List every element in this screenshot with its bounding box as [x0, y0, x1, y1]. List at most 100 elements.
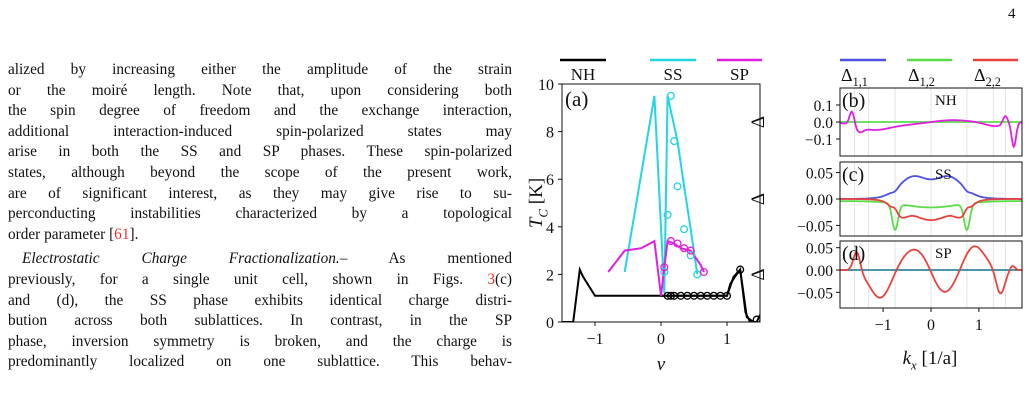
x-tick-label: −1: [875, 317, 892, 334]
legend-label-d12-sub: 1,2: [920, 75, 935, 89]
y-tick-label: 4: [546, 220, 554, 237]
y-tick-label: 0: [546, 315, 554, 332]
paragraph-2: Electrostatic Charge Fractionalization.–…: [8, 249, 512, 373]
x-tick-label: −1: [586, 331, 603, 348]
curve-d22: [840, 198, 1022, 222]
x-axis-label: ν: [657, 354, 666, 375]
curve-d22: [840, 245, 1022, 299]
text-line: phase, inversion symmetry is broken, and…: [8, 332, 512, 350]
data-point-SS: [686, 251, 695, 260]
x-tick-label: 0: [927, 317, 935, 334]
panel-y-label: Δ: [748, 116, 769, 128]
y-tick-label: 6: [546, 172, 554, 189]
x-tick-label: 1: [723, 331, 731, 348]
data-point-NH: [722, 291, 732, 300]
figure-ref-link[interactable]: 3: [487, 270, 496, 288]
text-line: perconducting instabilities characterize…: [8, 205, 512, 223]
data-point-SP: [660, 263, 669, 272]
text-line: are of significant interest, as they may…: [8, 184, 512, 202]
text-fragment: – As mentioned: [339, 250, 512, 268]
legend-label-d11-base: Δ: [841, 65, 853, 85]
legend-label-d22: Δ2,2: [974, 65, 1001, 89]
legend-label-d12-base: Δ: [908, 65, 920, 85]
series-line-SS: [623, 95, 699, 294]
text-line: or the moiré length. Note that, upon con…: [8, 81, 512, 99]
panel-tag: SP: [935, 246, 952, 262]
data-point-NH: [736, 265, 745, 274]
data-point-SS: [680, 225, 689, 234]
y-tick-label: 10: [538, 77, 554, 94]
legend-label-d22-sub: 2,2: [986, 75, 1001, 89]
text-column: alized by increasing either the amplitud…: [8, 60, 512, 373]
data-point-SS: [666, 91, 675, 100]
curve-SP: [840, 110, 1022, 149]
text-fragment: previously, for a single unit cell, show…: [8, 270, 488, 288]
data-point-SS: [663, 210, 672, 219]
x-tick-label: 1: [975, 317, 983, 334]
data-point-NH: [666, 291, 675, 300]
x-tick-label: 0: [657, 331, 665, 348]
text-line: and (d), the SS phase exhibits identical…: [8, 291, 512, 309]
y-tick-label: −0.05: [797, 285, 833, 302]
series-line-SP: [607, 239, 705, 296]
data-point-SP: [686, 246, 695, 255]
y-tick-label: 0.00: [806, 263, 833, 280]
text-line: Electrostatic Charge Fractionalization.–…: [8, 249, 512, 270]
y-tick-label: −0.05: [797, 218, 833, 235]
kx-axis-label-base: k: [903, 348, 912, 369]
section-heading: Electrostatic Charge Fractionalization.: [22, 250, 340, 268]
y-axis-label-sub: C: [535, 209, 550, 218]
text-fragment: (c): [495, 270, 512, 288]
citation-link[interactable]: 61: [114, 225, 130, 243]
paragraph-1: alized by increasing either the amplitud…: [8, 60, 512, 245]
text-line: arise in both the SS and SP phases. Thes…: [8, 143, 512, 161]
kx-axis-label-sub: x: [910, 357, 917, 372]
legend-label-SP: SP: [730, 65, 749, 84]
text-line: bution across both sublattices. In contr…: [8, 312, 512, 330]
y-tick-label: 8: [546, 125, 554, 142]
legend-label-d11-sub: 1,1: [853, 75, 868, 89]
y-tick-label: 0.05: [806, 166, 833, 183]
curve-d11: [840, 175, 1022, 200]
y-axis-label: TC [K]: [526, 178, 550, 228]
data-point-SS: [673, 182, 682, 191]
legend-label-d11: Δ1,1: [841, 65, 868, 89]
text-line: previously, for a single unit cell, show…: [8, 270, 512, 291]
text-line: states, although beyond the scope of the…: [8, 163, 512, 181]
data-point-SS: [660, 267, 669, 277]
text-line: additional interaction-induced spin-pola…: [8, 122, 512, 140]
panel-tag: SS: [935, 167, 952, 183]
kx-axis-label: kx [1/a]: [903, 348, 958, 372]
panel-y-label: Δ: [748, 268, 769, 280]
text-fragment: ].: [129, 225, 139, 243]
panel-label-a: (a): [565, 87, 588, 111]
y-tick-label: 0.1: [814, 98, 833, 115]
data-point-SP: [673, 239, 682, 248]
kx-axis-label-unit: [1/a]: [917, 348, 958, 369]
text-line: predominantly localized on one sublattic…: [8, 353, 512, 371]
legend-label-SS: SS: [664, 65, 683, 84]
legend-label-d12: Δ1,2: [908, 65, 935, 89]
panel-label: (b): [842, 90, 865, 112]
data-point-NH: [752, 315, 760, 322]
curve-d12: [840, 200, 1022, 232]
panel-label: (c): [842, 164, 864, 186]
panel-tag: NH: [935, 93, 957, 109]
y-tick-label: 0.00: [806, 192, 833, 209]
panel-y-label: Δ: [748, 193, 769, 205]
data-point-SS: [670, 137, 679, 146]
text-line: alized by increasing either the amplitud…: [8, 61, 512, 78]
y-tick-label: −0.1: [805, 132, 833, 149]
text-fragment: order parameter [: [8, 225, 115, 243]
text-line: order parameter [61].: [8, 225, 512, 246]
page-number: 4: [1008, 6, 1016, 22]
y-axis-label-unit: [K]: [526, 178, 547, 209]
y-tick-label: 0.05: [806, 241, 833, 258]
y-axis-label-base: T: [526, 216, 547, 228]
legend-label-NH: NH: [571, 65, 596, 84]
data-point-SP: [699, 267, 708, 277]
text-line: the spin degree of freedom and the excha…: [8, 102, 512, 120]
y-tick-label: 0.0: [814, 115, 834, 132]
legend-label-d22-base: Δ: [974, 65, 986, 85]
